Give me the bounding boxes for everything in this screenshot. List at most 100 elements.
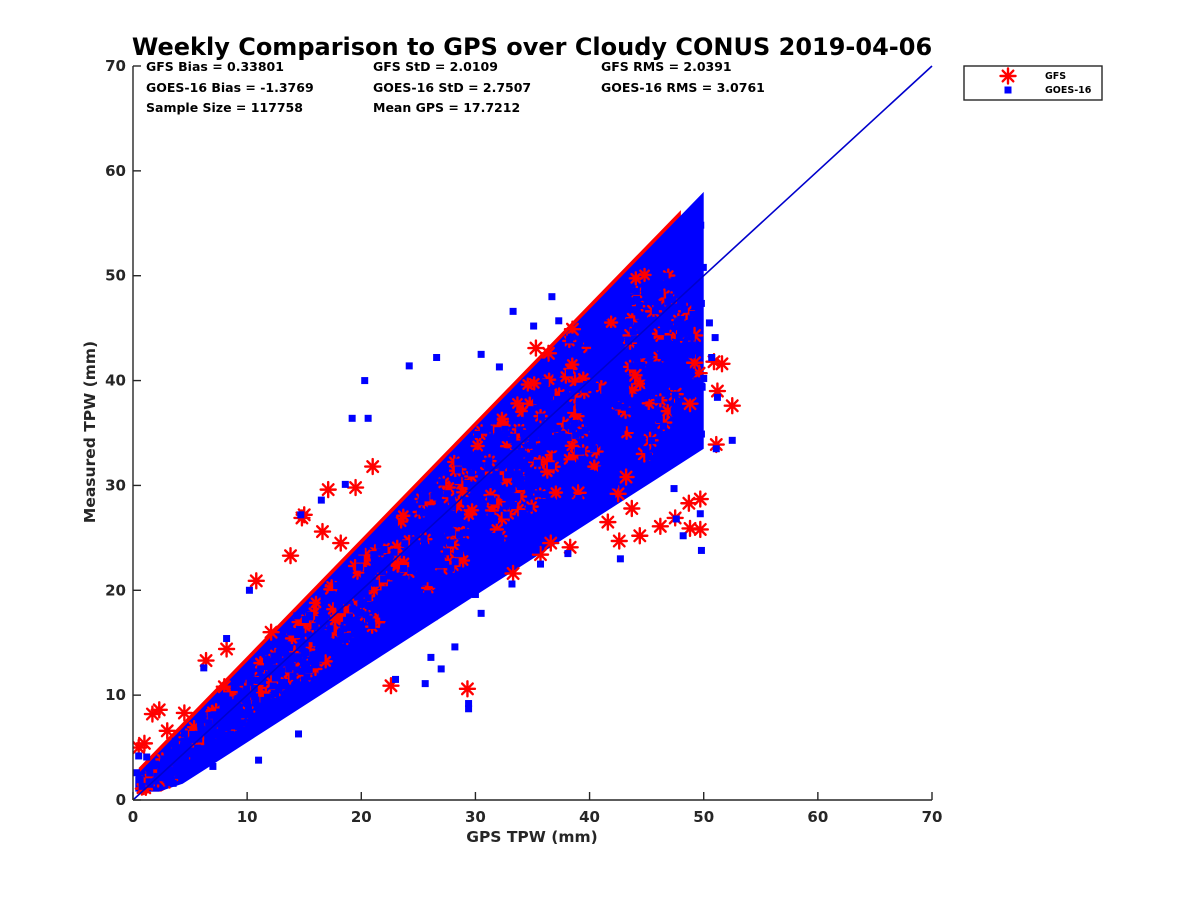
goes16-point — [429, 541, 437, 549]
goes16-point — [328, 591, 336, 599]
goes16-point — [633, 403, 641, 411]
goes16-point — [663, 389, 671, 397]
goes16-point — [659, 422, 667, 430]
y-tick-label: 30 — [105, 476, 126, 494]
goes16-point — [146, 769, 154, 777]
goes16-point — [408, 579, 416, 587]
gfs-point — [660, 403, 675, 419]
goes16-point — [344, 590, 352, 598]
goes16-point — [681, 377, 689, 385]
goes16-point — [586, 424, 594, 432]
goes16-point — [322, 635, 330, 643]
goes16-point — [563, 422, 571, 430]
goes16-point — [625, 407, 633, 415]
goes16-point — [578, 455, 586, 463]
goes16-point — [639, 351, 647, 359]
goes16-point — [385, 620, 393, 628]
goes16-point — [518, 510, 526, 518]
goes16-point — [658, 345, 666, 353]
goes16-point — [687, 391, 695, 399]
goes16-point — [626, 318, 634, 326]
goes16-point — [566, 404, 574, 412]
goes16-point — [661, 445, 669, 453]
goes16-point — [667, 340, 675, 348]
goes16-point — [526, 441, 534, 449]
goes16-point — [491, 516, 499, 524]
goes16-point — [263, 656, 271, 664]
goes16-point — [672, 352, 680, 360]
goes16-point — [364, 601, 372, 609]
goes16-point — [354, 639, 362, 647]
goes16-point — [666, 308, 674, 316]
goes16-point — [651, 307, 659, 315]
goes16-point — [621, 384, 629, 392]
goes16-point — [520, 435, 528, 443]
goes16-point — [579, 405, 587, 413]
goes16-point — [378, 635, 386, 643]
goes16-point — [687, 270, 695, 278]
goes16-point — [390, 520, 398, 528]
goes16-point — [271, 674, 279, 682]
goes16-point — [633, 393, 641, 401]
goes16-point — [502, 511, 510, 519]
goes16-point — [470, 558, 478, 566]
goes16-point — [605, 462, 613, 470]
goes16-point — [181, 741, 189, 749]
goes16-point — [197, 752, 205, 760]
goes16-point — [609, 386, 617, 394]
goes16-point — [553, 425, 561, 433]
goes16-point — [361, 377, 369, 385]
goes16-point — [411, 503, 419, 511]
goes16-point — [486, 551, 494, 559]
goes16-point — [669, 351, 677, 359]
goes16-point — [663, 278, 671, 286]
goes16-point — [541, 379, 549, 387]
goes16-point — [204, 735, 212, 743]
gfs-point — [158, 722, 176, 740]
y-tick-label: 10 — [105, 686, 126, 704]
y-tick-label: 50 — [105, 267, 126, 285]
goes16-point — [421, 487, 429, 495]
stat-gfs-rms: GFS RMS = 2.0391 — [601, 59, 732, 74]
goes16-point — [235, 722, 243, 730]
goes16-point — [204, 741, 212, 749]
x-tick-label: 10 — [237, 808, 258, 826]
goes16-point — [442, 561, 450, 569]
gfs-point — [617, 468, 635, 486]
goes16-point — [655, 416, 663, 424]
goes16-point — [430, 613, 438, 621]
goes16-point — [400, 565, 408, 573]
x-tick-label: 30 — [465, 808, 486, 826]
goes16-point — [394, 616, 402, 624]
goes16-point — [467, 481, 475, 489]
gfs-point — [247, 572, 265, 590]
goes16-point — [386, 572, 394, 580]
goes16-point — [454, 458, 462, 466]
goes16-point — [618, 310, 626, 318]
goes16-point — [473, 430, 481, 438]
goes16-point — [241, 711, 249, 719]
goes16-point — [527, 408, 535, 416]
goes16-point — [249, 690, 257, 698]
goes16-point — [633, 295, 641, 303]
goes16-point — [188, 736, 196, 744]
goes16-point — [152, 777, 160, 785]
goes16-point — [634, 346, 642, 354]
chart-title: Weekly Comparison to GPS over Cloudy CON… — [132, 33, 932, 61]
goes16-point — [465, 450, 473, 458]
goes16-point — [498, 464, 506, 472]
goes16-point — [644, 381, 652, 389]
stat-goes16-std: GOES-16 StD = 2.7507 — [373, 80, 531, 95]
goes16-point — [533, 459, 541, 467]
goes16-point — [218, 721, 226, 729]
goes16-point — [285, 664, 293, 672]
gfs-point — [262, 623, 280, 641]
goes16-point — [190, 759, 198, 767]
goes16-point — [501, 434, 509, 442]
goes16-point — [312, 684, 320, 692]
goes16-point — [575, 401, 583, 409]
gfs-point — [599, 513, 617, 531]
goes16-point — [571, 420, 579, 428]
gfs-point — [313, 522, 332, 541]
goes16-point — [371, 636, 379, 644]
